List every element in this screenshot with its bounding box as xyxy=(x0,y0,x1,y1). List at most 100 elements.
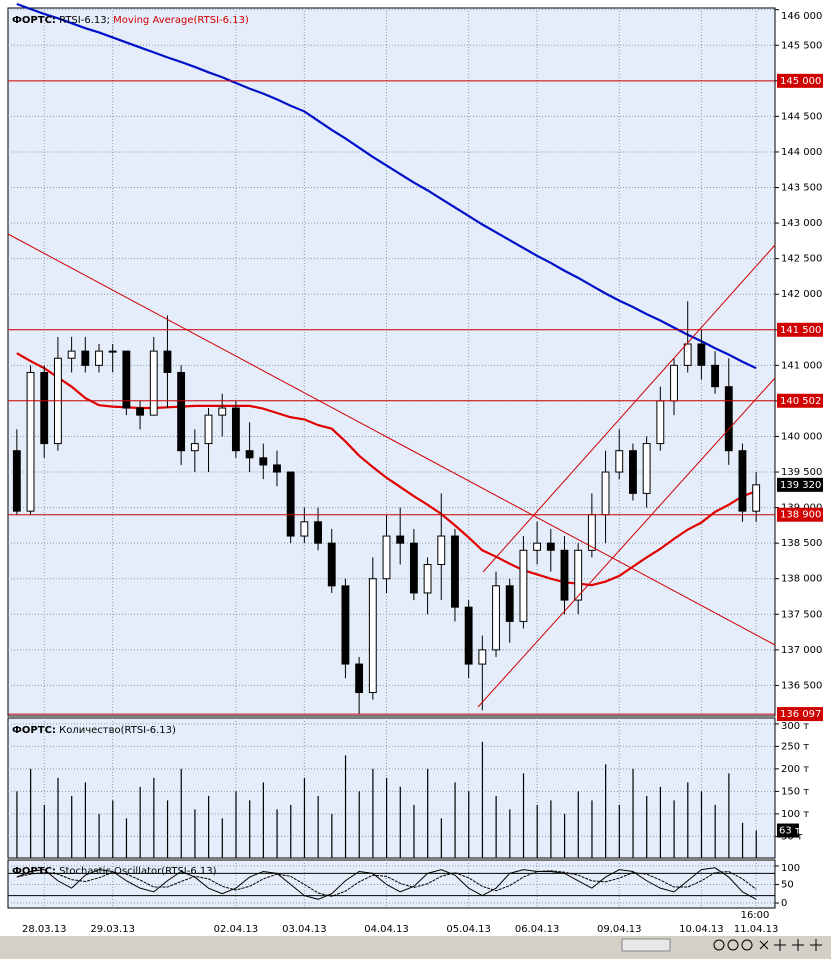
level-label: 140 502 xyxy=(780,396,821,407)
y-tick-label: 300 т xyxy=(781,721,809,732)
volume-bar xyxy=(646,795,648,858)
y-tick-label: 136 500 xyxy=(781,680,822,691)
level-box xyxy=(777,507,823,522)
candle-body xyxy=(355,663,364,694)
x-tick-label: 10.04.13 xyxy=(679,924,724,935)
candle-body xyxy=(656,400,665,445)
y-tick-label: 141 000 xyxy=(781,360,822,371)
volume-bar xyxy=(166,800,169,858)
level-label: 141 500 xyxy=(780,325,821,336)
volume-bar xyxy=(290,804,292,858)
last-volume-box xyxy=(777,823,799,838)
volume-bar xyxy=(98,813,100,858)
volume-bar xyxy=(399,786,401,858)
legend-entry: Moving Average(RTSI-6.13) xyxy=(113,15,249,26)
y-tick-label: 0 xyxy=(781,898,787,909)
candle-body xyxy=(601,471,610,516)
candle-body xyxy=(437,535,446,565)
x-tick-label: 29.03.13 xyxy=(90,924,135,935)
volume-bar xyxy=(71,795,73,858)
candle-body xyxy=(629,450,637,494)
candle-body xyxy=(12,450,21,512)
title-prefix: ФОРТС: xyxy=(12,725,56,736)
volume-bar xyxy=(591,800,593,858)
stochastic-title: ФОРТС: Stochastic Oscillator(RTSI-6.13) xyxy=(12,866,217,877)
y-tick-label: 138 500 xyxy=(781,538,822,549)
volume-bar xyxy=(605,764,607,858)
level-box xyxy=(777,322,823,337)
channel-line xyxy=(482,244,776,573)
y-tick-label: 137 000 xyxy=(781,645,822,656)
candle-body xyxy=(95,350,103,366)
candle-body xyxy=(752,484,761,512)
volume-bar xyxy=(139,786,141,858)
candle-body xyxy=(587,514,596,551)
candle-body xyxy=(108,350,117,353)
y-tick-label: 142 000 xyxy=(781,289,822,300)
scrollbar[interactable] xyxy=(621,938,671,952)
candle-body xyxy=(314,521,322,544)
candle-body xyxy=(163,350,172,373)
volume-bar xyxy=(235,791,237,858)
y-tick-label: 146 000 xyxy=(781,11,822,22)
candle-body xyxy=(259,457,268,466)
candle-body xyxy=(81,350,90,366)
candle-body xyxy=(683,343,692,366)
candle-body xyxy=(615,450,624,473)
volume-bar xyxy=(331,813,333,858)
time-note: 16:00 xyxy=(741,910,770,921)
volume-bar xyxy=(43,804,45,858)
title-prefix: ФОРТС: xyxy=(12,15,56,26)
y-tick-label: 138 000 xyxy=(781,574,822,585)
main-panel xyxy=(7,7,776,717)
candle-body xyxy=(642,443,651,494)
volume-bar xyxy=(509,809,511,858)
candle-body xyxy=(724,386,733,452)
y-tick-label: 144 500 xyxy=(781,111,822,122)
candle-body xyxy=(670,364,678,402)
candle-body xyxy=(492,585,500,651)
x-tick-label: 06.04.13 xyxy=(515,924,560,935)
y-tick-label: 143 000 xyxy=(781,218,822,229)
volume-bar xyxy=(57,777,59,858)
volume-bar xyxy=(440,818,442,858)
candle-body xyxy=(26,371,35,512)
volume-bar xyxy=(344,755,347,858)
y-tick-label: 150 т xyxy=(781,786,809,797)
level-label: 136 097 xyxy=(780,709,821,720)
volume-bar xyxy=(673,800,675,858)
candle-body xyxy=(341,585,350,665)
volume-bar xyxy=(454,782,456,858)
candle-body xyxy=(396,535,405,544)
volume-bar xyxy=(30,768,32,858)
volume-bar xyxy=(495,795,497,858)
zoom-icons[interactable] xyxy=(713,939,822,951)
level-box xyxy=(777,707,823,722)
candle-body xyxy=(190,443,199,452)
candle-body xyxy=(245,450,254,459)
candle-body xyxy=(546,542,555,551)
volume-bar xyxy=(687,782,689,858)
candle-body xyxy=(273,464,281,473)
volume-bar xyxy=(536,804,538,858)
candle-body xyxy=(574,549,583,601)
candle-body xyxy=(533,542,542,551)
volume-bar xyxy=(522,773,525,858)
y-tick-label: 200 т xyxy=(781,764,809,775)
candle-body xyxy=(136,407,144,416)
title: Количество(RTSI-6.13) xyxy=(59,725,176,736)
volume-bar xyxy=(632,768,634,858)
toolbar xyxy=(0,936,831,959)
volume-bar xyxy=(262,782,264,858)
candle-body xyxy=(451,535,459,608)
candle-body xyxy=(67,350,76,359)
volume-bar xyxy=(563,813,566,858)
level-label: 138 900 xyxy=(780,510,821,521)
candle-body xyxy=(711,364,720,388)
x-tick-label: 11.04.13 xyxy=(734,924,779,935)
volume-bar xyxy=(84,782,86,858)
volume-bar xyxy=(125,818,128,858)
candle-body xyxy=(697,343,706,366)
last-price-label: 139 320 xyxy=(780,480,821,491)
